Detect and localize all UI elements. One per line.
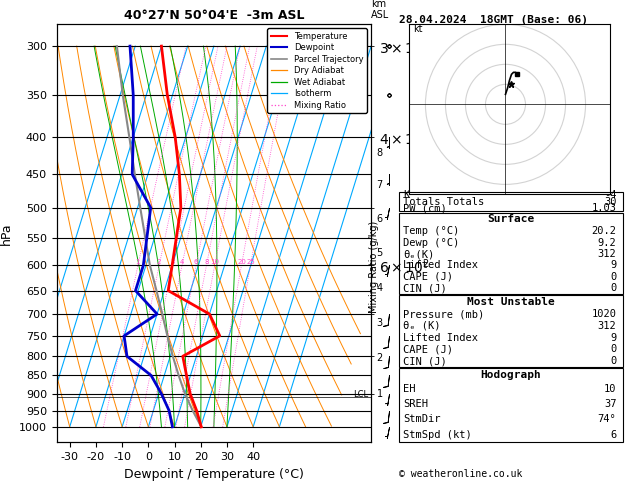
Text: 20.2: 20.2 bbox=[591, 226, 616, 236]
Text: Most Unstable: Most Unstable bbox=[467, 297, 555, 307]
Text: 0: 0 bbox=[610, 356, 616, 366]
Text: 1: 1 bbox=[136, 260, 140, 265]
Text: km
ASL: km ASL bbox=[371, 0, 389, 20]
Text: Temp (°C): Temp (°C) bbox=[403, 226, 459, 236]
Text: 25: 25 bbox=[246, 260, 255, 265]
Text: 1020: 1020 bbox=[591, 309, 616, 319]
Text: 3: 3 bbox=[170, 260, 175, 265]
Text: 3: 3 bbox=[377, 318, 383, 328]
Text: 5: 5 bbox=[377, 248, 383, 258]
Text: CIN (J): CIN (J) bbox=[403, 356, 447, 366]
Text: Surface: Surface bbox=[487, 214, 535, 224]
Text: 4: 4 bbox=[180, 260, 184, 265]
Text: 1.03: 1.03 bbox=[591, 203, 616, 213]
Text: 30: 30 bbox=[604, 197, 616, 207]
Text: LCL: LCL bbox=[353, 390, 369, 399]
Text: Pressure (mb): Pressure (mb) bbox=[403, 309, 484, 319]
Text: Lifted Index: Lifted Index bbox=[403, 260, 478, 271]
Text: 9: 9 bbox=[610, 260, 616, 271]
Text: Lifted Index: Lifted Index bbox=[403, 332, 478, 343]
Text: 2: 2 bbox=[377, 353, 383, 363]
Text: 2: 2 bbox=[157, 260, 162, 265]
Text: 28.04.2024  18GMT (Base: 06): 28.04.2024 18GMT (Base: 06) bbox=[399, 15, 588, 25]
Text: PW (cm): PW (cm) bbox=[403, 203, 447, 213]
Text: Totals Totals: Totals Totals bbox=[403, 197, 484, 207]
Text: Mixing Ratio (g/kg): Mixing Ratio (g/kg) bbox=[369, 221, 379, 313]
Text: 37: 37 bbox=[604, 399, 616, 409]
Text: StmSpd (kt): StmSpd (kt) bbox=[403, 430, 472, 440]
Text: EH: EH bbox=[403, 383, 416, 394]
Text: CAPE (J): CAPE (J) bbox=[403, 344, 453, 354]
Text: 1: 1 bbox=[377, 388, 383, 399]
Text: 6: 6 bbox=[610, 430, 616, 440]
Text: © weatheronline.co.uk: © weatheronline.co.uk bbox=[399, 469, 523, 479]
Text: 7: 7 bbox=[377, 180, 383, 191]
Legend: Temperature, Dewpoint, Parcel Trajectory, Dry Adiabat, Wet Adiabat, Isotherm, Mi: Temperature, Dewpoint, Parcel Trajectory… bbox=[267, 29, 367, 113]
Text: 312: 312 bbox=[598, 321, 616, 331]
Text: CIN (J): CIN (J) bbox=[403, 283, 447, 294]
Text: 10: 10 bbox=[210, 260, 219, 265]
Text: 6: 6 bbox=[377, 214, 383, 224]
Text: 9.2: 9.2 bbox=[598, 238, 616, 248]
Text: θₑ (K): θₑ (K) bbox=[403, 321, 441, 331]
Text: CAPE (J): CAPE (J) bbox=[403, 272, 453, 282]
Text: 10: 10 bbox=[604, 383, 616, 394]
Text: 0: 0 bbox=[610, 283, 616, 294]
Text: K: K bbox=[403, 190, 409, 200]
Text: SREH: SREH bbox=[403, 399, 428, 409]
Text: 6: 6 bbox=[194, 260, 198, 265]
Y-axis label: hPa: hPa bbox=[1, 222, 13, 244]
Text: 8: 8 bbox=[377, 148, 383, 157]
Text: 9: 9 bbox=[610, 332, 616, 343]
Text: 8: 8 bbox=[204, 260, 209, 265]
X-axis label: Dewpoint / Temperature (°C): Dewpoint / Temperature (°C) bbox=[124, 468, 304, 481]
Text: 20: 20 bbox=[237, 260, 246, 265]
Text: θₑ(K): θₑ(K) bbox=[403, 249, 435, 259]
Text: Hodograph: Hodograph bbox=[481, 370, 542, 380]
Text: 4: 4 bbox=[377, 283, 383, 293]
Text: 312: 312 bbox=[598, 249, 616, 259]
Title: 40°27'N 50°04'E  -3m ASL: 40°27'N 50°04'E -3m ASL bbox=[124, 9, 304, 22]
Text: 74°: 74° bbox=[598, 414, 616, 424]
Text: kt: kt bbox=[413, 24, 423, 35]
Text: -4: -4 bbox=[604, 190, 616, 200]
Text: Dewp (°C): Dewp (°C) bbox=[403, 238, 459, 248]
Text: 0: 0 bbox=[610, 344, 616, 354]
Text: 0: 0 bbox=[610, 272, 616, 282]
Text: StmDir: StmDir bbox=[403, 414, 441, 424]
